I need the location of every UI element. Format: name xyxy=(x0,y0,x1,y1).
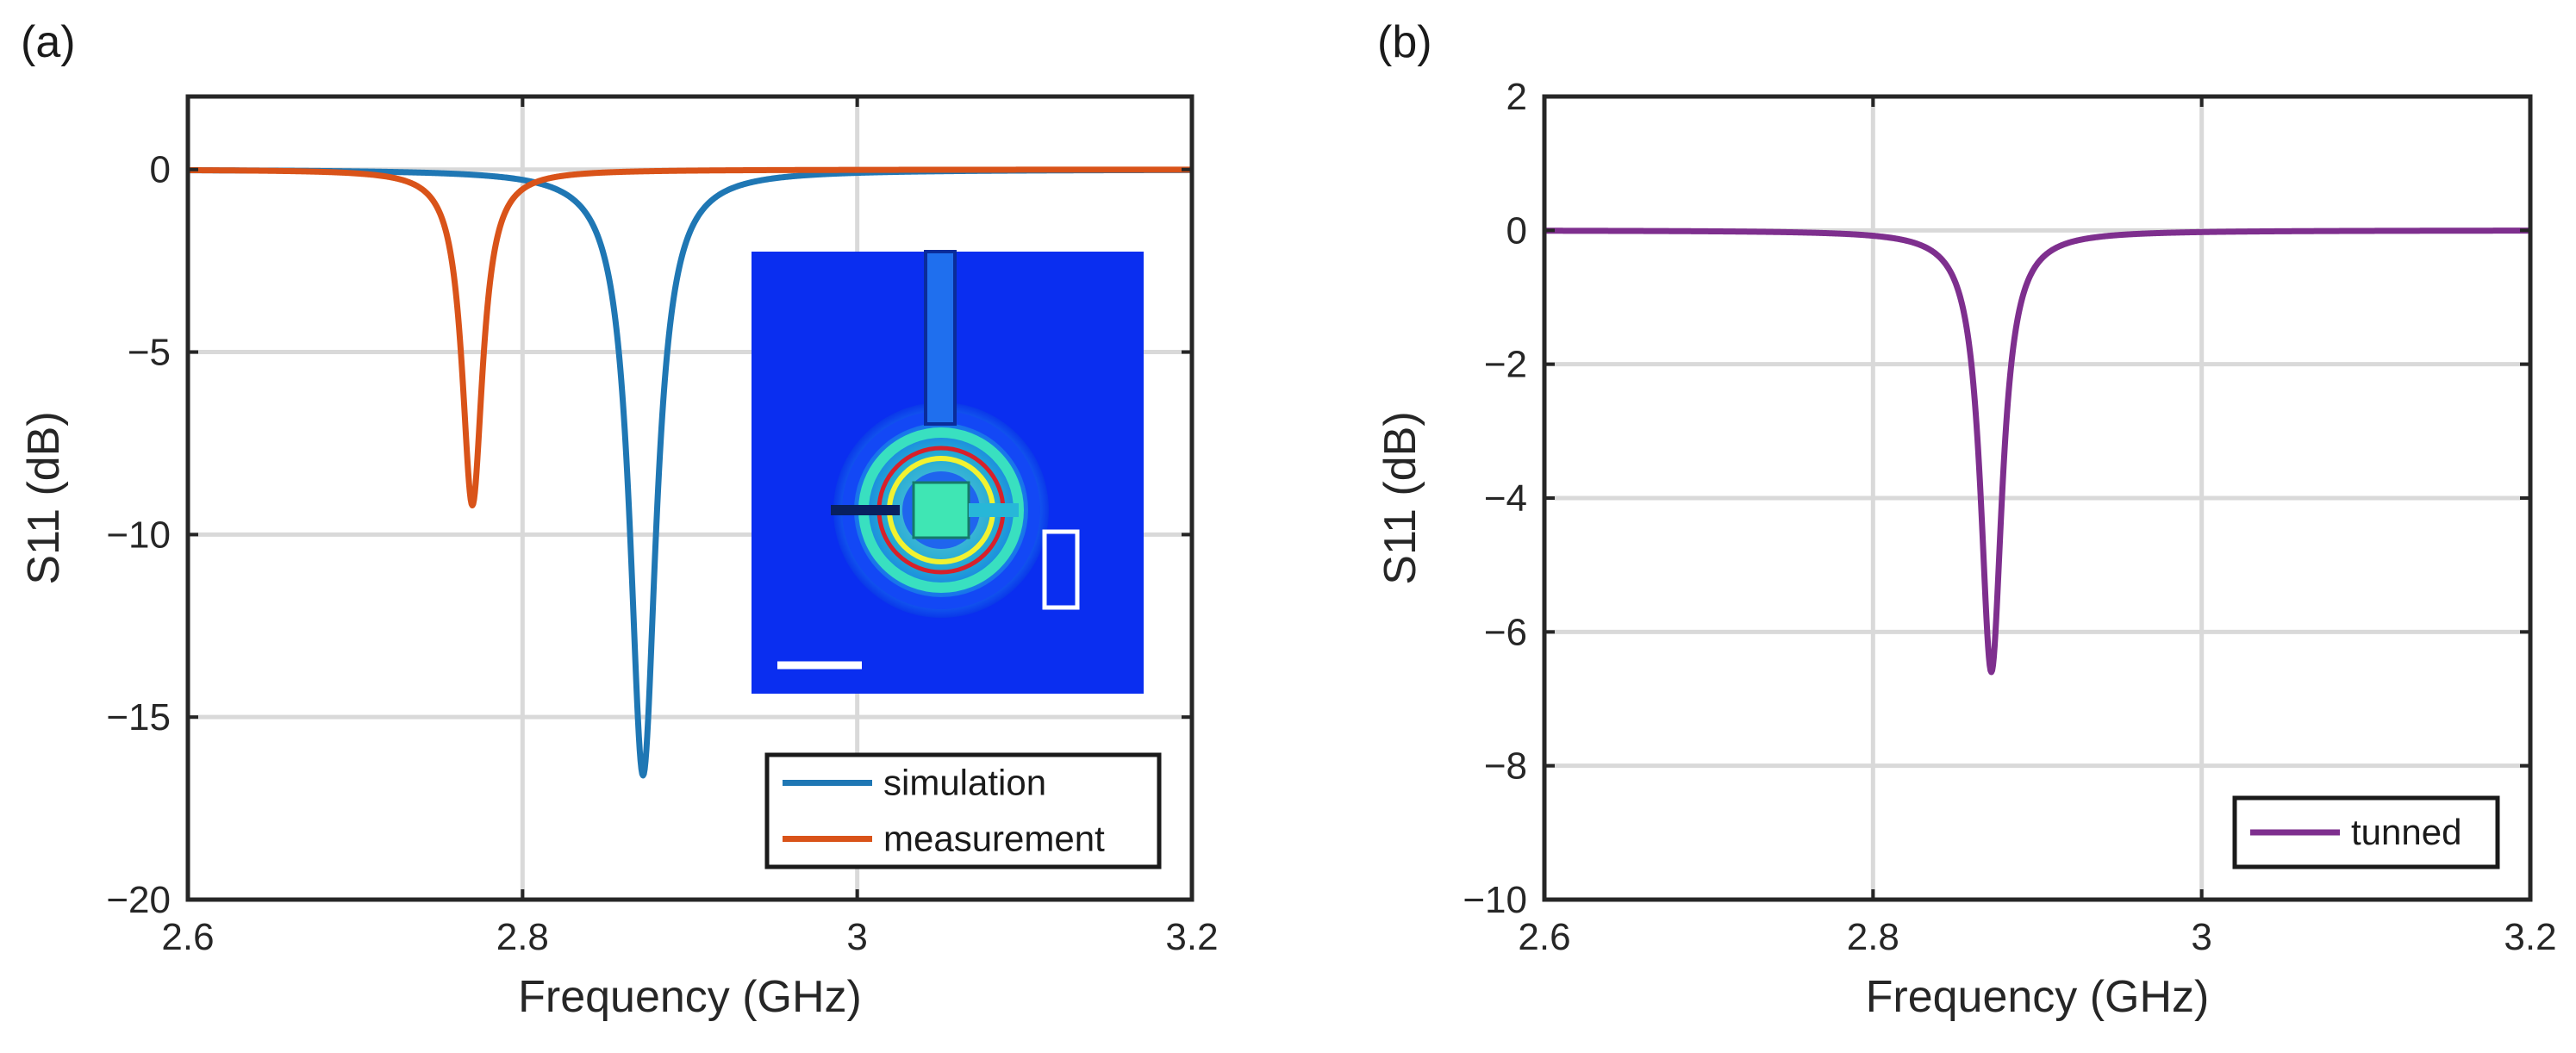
chart-a: 2.6 2.8 3 3.2 0 −5 −10 −15 −20 Frequency (GHz) S11… xyxy=(19,94,1219,1022)
y-axis-title: S11 (dB) xyxy=(19,411,69,584)
inset-left-gap xyxy=(831,505,900,515)
x-tick-label: 2.8 xyxy=(1847,916,1899,958)
y-tick-label: −20 xyxy=(106,879,171,921)
series-line-tunned xyxy=(1542,227,2533,676)
series-line-measurement xyxy=(185,166,1194,508)
y-tick-label: −5 xyxy=(128,332,171,374)
y-tick-label: −4 xyxy=(1484,477,1527,520)
x-tick-label: 3.2 xyxy=(2504,916,2556,958)
legend: simulation measurement xyxy=(764,752,1162,869)
panel-a-label: (a) xyxy=(21,17,76,67)
inset-coupling-arm xyxy=(969,503,1019,517)
x-axis-title: Frequency (GHz) xyxy=(518,972,862,1022)
y-tick-label: −8 xyxy=(1484,745,1527,788)
x-axis-title: Frequency (GHz) xyxy=(1866,972,2210,1022)
legend-label-measurement: measurement xyxy=(883,819,1105,859)
y-tick-label: −2 xyxy=(1484,344,1527,386)
inset-highlight-box xyxy=(1042,529,1080,610)
x-tick-label: 2.6 xyxy=(1518,916,1570,958)
legend-label-simulation: simulation xyxy=(883,763,1046,803)
y-tick-label: 0 xyxy=(150,149,171,191)
inset-feed-line xyxy=(924,250,957,426)
x-tick-label: 3.2 xyxy=(1165,916,1218,958)
y-tick-label: 0 xyxy=(1506,209,1527,252)
axes-frame xyxy=(185,94,1194,902)
y-tick-label: 2 xyxy=(1506,76,1527,118)
x-tick-label: 2.8 xyxy=(496,916,549,958)
chart-b: 2.6 2.8 3 3.2 2 0 −2 −4 −6 −8 −10 Frequency (GHz) S1… xyxy=(1375,76,2557,1022)
y-tick-label: −6 xyxy=(1484,611,1527,653)
x-tick-label: 2.6 xyxy=(161,916,214,958)
inset-field-map xyxy=(752,250,1144,694)
legend: tunned xyxy=(2232,795,2500,869)
panel-b-label: (b) xyxy=(1377,17,1432,67)
y-tick-label: −15 xyxy=(106,696,171,738)
legend-box xyxy=(764,752,1162,869)
y-tick-label: −10 xyxy=(106,514,171,556)
x-tick-label: 3 xyxy=(846,916,867,958)
y-axis-title: S11 (dB) xyxy=(1375,411,1425,584)
inset-center-pad xyxy=(912,481,970,539)
x-tick-label: 3 xyxy=(2191,916,2211,958)
y-tick-label: −10 xyxy=(1463,879,1527,921)
legend-label-tunned: tunned xyxy=(2351,812,2461,852)
